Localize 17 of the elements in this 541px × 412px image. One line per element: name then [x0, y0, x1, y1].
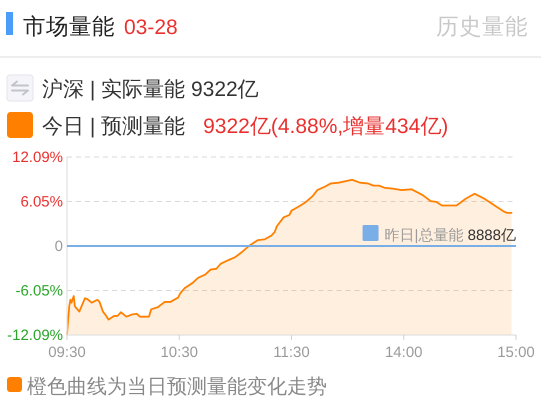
title: 市场量能	[23, 14, 115, 39]
ytick: 6.05%	[20, 193, 63, 210]
annotation: 9322亿(4.88%,增量434亿)	[203, 115, 448, 138]
ytick: -12.09%	[7, 327, 63, 344]
ytick: -6.05%	[15, 282, 63, 300]
ref-label: 昨日|总量能 8888亿	[384, 227, 516, 244]
xtick: 11:30	[273, 344, 310, 361]
subtitle: 03-28	[124, 16, 178, 39]
xtick: 09:30	[48, 344, 86, 361]
legend-label: 今日 | 预测量能	[42, 115, 186, 138]
xtick: 14:00	[384, 344, 423, 361]
xtick: 15:00	[497, 344, 535, 361]
annotation: 橙色曲线为当日预测量能变化走势	[27, 376, 327, 398]
annotation: 沪深 | 实际量能 9322亿	[42, 78, 259, 101]
ytick: 12.09%	[12, 149, 63, 166]
xtick: 10:30	[160, 344, 198, 361]
ytick: 0	[54, 238, 63, 255]
